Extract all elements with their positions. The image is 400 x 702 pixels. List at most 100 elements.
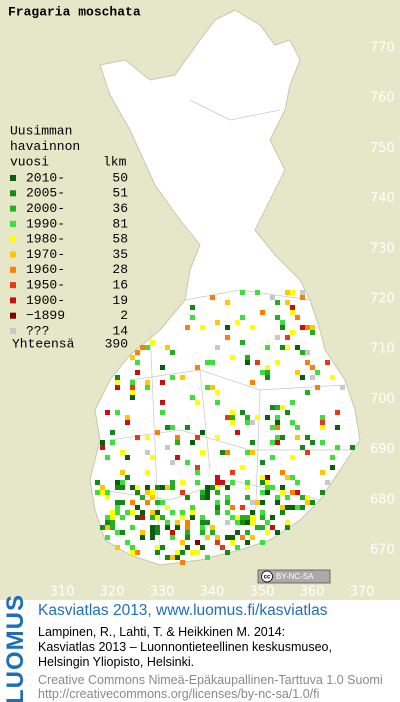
occurrence-square	[300, 495, 305, 500]
legend-count: 35	[112, 247, 128, 262]
occurrence-square	[195, 435, 200, 440]
legend-total: 390	[105, 336, 128, 351]
occurrence-square	[260, 525, 265, 530]
occurrence-square	[265, 490, 270, 495]
legend-swatch	[10, 236, 16, 243]
occurrence-square	[300, 375, 305, 380]
occurrence-square	[330, 465, 335, 470]
occurrence-square	[185, 495, 190, 500]
license-line: Creative Commons Nimeä-Epäkaupallinen-Ta…	[38, 673, 383, 687]
occurrence-square	[210, 295, 215, 300]
occurrence-square	[170, 425, 175, 430]
legend-count: 81	[112, 216, 128, 231]
occurrence-square	[165, 425, 170, 430]
occurrence-square	[190, 510, 195, 515]
legend-swatch	[10, 175, 16, 181]
occurrence-square	[110, 430, 115, 435]
occurrence-square	[230, 420, 235, 425]
occurrence-square	[135, 485, 140, 490]
occurrence-square	[190, 515, 195, 520]
occurrence-square	[170, 375, 175, 380]
northing-label: 700	[370, 392, 395, 407]
occurrence-square	[120, 530, 125, 535]
occurrence-square	[200, 515, 205, 520]
occurrence-square	[190, 305, 195, 310]
occurrence-square	[110, 440, 115, 445]
occurrence-square	[165, 345, 170, 350]
occurrence-square	[215, 485, 220, 490]
legend-swatch	[10, 266, 16, 273]
occurrence-square	[260, 540, 265, 545]
occurrence-square	[170, 460, 175, 465]
occurrence-square	[105, 525, 110, 530]
occurrence-square	[100, 525, 105, 530]
occurrence-square	[260, 490, 265, 495]
occurrence-square	[225, 325, 230, 330]
occurrence-square	[255, 525, 260, 530]
occurrence-square	[285, 345, 290, 350]
occurrence-square	[185, 520, 190, 525]
occurrence-square	[185, 325, 190, 330]
occurrence-square	[215, 400, 220, 405]
occurrence-square	[260, 510, 265, 515]
occurrence-square	[270, 485, 275, 490]
occurrence-square	[320, 420, 325, 425]
occurrence-square	[195, 470, 200, 475]
occurrence-square	[275, 405, 280, 410]
occurrence-square	[140, 530, 145, 535]
occurrence-square	[125, 455, 130, 460]
occurrence-square	[290, 490, 295, 495]
legend-count-heading: lkm	[103, 154, 127, 169]
occurrence-square	[205, 520, 210, 525]
occurrence-square	[155, 545, 160, 550]
occurrence-square	[215, 510, 220, 515]
easting-label: 310	[50, 585, 75, 600]
occurrence-square	[300, 325, 305, 330]
occurrence-square	[245, 495, 250, 500]
occurrence-square	[250, 500, 255, 505]
occurrence-square	[225, 485, 230, 490]
occurrence-square	[250, 380, 255, 385]
occurrence-square	[95, 490, 100, 495]
occurrence-square	[195, 550, 200, 555]
occurrence-square	[155, 500, 160, 505]
occurrence-square	[295, 345, 300, 350]
occurrence-square	[150, 340, 155, 345]
badge-text: BY-NC-SA	[276, 572, 314, 581]
occurrence-square	[175, 525, 180, 530]
occurrence-square	[105, 535, 110, 540]
occurrence-square	[230, 540, 235, 545]
occurrence-square	[240, 505, 245, 510]
occurrence-square	[215, 435, 220, 440]
occurrence-square	[240, 340, 245, 345]
legend-swatch	[10, 251, 16, 258]
occurrence-square	[230, 415, 235, 420]
northing-label: 770	[370, 41, 395, 56]
occurrence-square	[140, 345, 145, 350]
badge-symbol: cc	[264, 575, 271, 581]
legend-count: 19	[112, 293, 128, 308]
occurrence-square	[270, 295, 275, 300]
occurrence-square	[170, 510, 175, 515]
occurrence-square	[260, 370, 265, 375]
occurrence-square	[305, 435, 310, 440]
occurrence-square	[115, 380, 120, 385]
occurrence-square	[310, 375, 315, 380]
atlas-link[interactable]: Kasviatlas 2013, www.luomus.fi/kasviatla…	[38, 602, 328, 619]
legend-swatch	[10, 205, 16, 212]
occurrence-square	[210, 485, 215, 490]
northing-label: 690	[370, 442, 395, 457]
occurrence-square	[240, 315, 245, 320]
occurrence-square	[135, 505, 140, 510]
legend-swatch	[10, 220, 16, 227]
occurrence-square	[275, 500, 280, 505]
occurrence-square	[230, 515, 235, 520]
occurrence-square	[305, 350, 310, 355]
legend-label: 1980-	[26, 232, 65, 247]
occurrence-square	[295, 505, 300, 510]
occurrence-square	[240, 515, 245, 520]
occurrence-square	[245, 450, 250, 455]
occurrence-square	[330, 375, 335, 380]
occurrence-square	[200, 520, 205, 525]
